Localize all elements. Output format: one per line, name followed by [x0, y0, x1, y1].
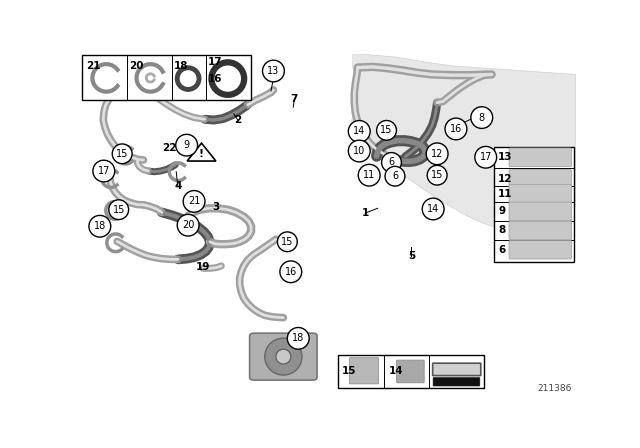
Text: 14: 14: [388, 366, 403, 376]
Text: 15: 15: [431, 170, 444, 180]
FancyBboxPatch shape: [494, 147, 573, 263]
Ellipse shape: [262, 60, 284, 82]
Text: 18: 18: [292, 333, 305, 343]
Ellipse shape: [428, 165, 447, 185]
FancyBboxPatch shape: [250, 333, 317, 380]
Text: 9: 9: [184, 140, 189, 150]
Text: 16: 16: [285, 267, 297, 277]
Text: 8: 8: [498, 225, 506, 235]
Text: 1: 1: [362, 208, 369, 218]
Text: 9: 9: [498, 207, 505, 216]
Ellipse shape: [475, 146, 497, 168]
Text: 16: 16: [208, 74, 223, 84]
Text: 6: 6: [498, 245, 506, 255]
Text: 12: 12: [431, 149, 444, 159]
Ellipse shape: [445, 118, 467, 140]
Text: 17: 17: [479, 152, 492, 162]
Text: 8: 8: [479, 112, 485, 123]
Ellipse shape: [211, 62, 244, 95]
Text: 15: 15: [116, 149, 129, 159]
Ellipse shape: [348, 140, 370, 162]
FancyBboxPatch shape: [509, 241, 572, 259]
Text: 17: 17: [208, 57, 223, 67]
Text: 21: 21: [188, 196, 200, 207]
FancyBboxPatch shape: [433, 363, 481, 375]
Text: 18: 18: [93, 221, 106, 231]
Text: 15: 15: [281, 237, 294, 247]
FancyBboxPatch shape: [509, 148, 572, 167]
Text: 11: 11: [498, 189, 513, 199]
Text: 22: 22: [162, 142, 177, 153]
Text: 6: 6: [392, 171, 398, 181]
Text: 15: 15: [113, 205, 125, 215]
Ellipse shape: [358, 164, 380, 186]
Text: 19: 19: [196, 262, 210, 272]
Text: 6: 6: [388, 157, 394, 168]
Ellipse shape: [93, 160, 115, 182]
Text: 4: 4: [174, 181, 181, 190]
Ellipse shape: [177, 214, 199, 236]
FancyBboxPatch shape: [338, 354, 484, 388]
FancyBboxPatch shape: [509, 221, 572, 240]
FancyBboxPatch shape: [433, 378, 480, 386]
Ellipse shape: [385, 166, 405, 186]
Ellipse shape: [280, 261, 301, 283]
Text: 10: 10: [353, 146, 365, 156]
Text: 13: 13: [268, 66, 280, 76]
FancyBboxPatch shape: [509, 185, 572, 203]
Text: 17: 17: [98, 166, 110, 176]
Text: 18: 18: [174, 61, 189, 71]
FancyBboxPatch shape: [509, 170, 572, 188]
Text: 11: 11: [363, 170, 375, 180]
Text: 2: 2: [234, 115, 241, 125]
Ellipse shape: [422, 198, 444, 220]
Text: 13: 13: [498, 152, 513, 162]
Polygon shape: [350, 54, 576, 232]
Text: 7: 7: [291, 94, 298, 104]
Ellipse shape: [426, 143, 448, 165]
Text: !: !: [199, 149, 204, 159]
FancyBboxPatch shape: [509, 202, 572, 221]
Text: 14: 14: [353, 126, 365, 136]
Ellipse shape: [265, 338, 302, 375]
Text: 16: 16: [450, 124, 462, 134]
Ellipse shape: [376, 121, 396, 140]
Ellipse shape: [276, 349, 291, 364]
FancyBboxPatch shape: [349, 358, 379, 384]
Text: 14: 14: [427, 204, 439, 214]
Polygon shape: [187, 143, 216, 161]
Ellipse shape: [287, 327, 309, 349]
Ellipse shape: [183, 190, 205, 212]
Ellipse shape: [89, 215, 111, 237]
Text: 211386: 211386: [538, 383, 572, 392]
Text: 15: 15: [380, 125, 393, 135]
Ellipse shape: [471, 107, 493, 129]
Ellipse shape: [277, 232, 297, 252]
FancyBboxPatch shape: [396, 360, 424, 383]
Text: 3: 3: [212, 202, 220, 212]
FancyBboxPatch shape: [83, 56, 251, 100]
Ellipse shape: [109, 200, 129, 220]
Ellipse shape: [348, 121, 370, 142]
Text: 21: 21: [86, 61, 100, 71]
Text: 20: 20: [182, 220, 195, 230]
Text: 20: 20: [129, 61, 144, 71]
Ellipse shape: [176, 134, 198, 156]
Ellipse shape: [381, 153, 401, 172]
Text: 15: 15: [341, 366, 356, 376]
Ellipse shape: [112, 144, 132, 164]
Ellipse shape: [177, 68, 199, 90]
Text: 5: 5: [408, 250, 415, 261]
Text: 12: 12: [498, 174, 513, 184]
